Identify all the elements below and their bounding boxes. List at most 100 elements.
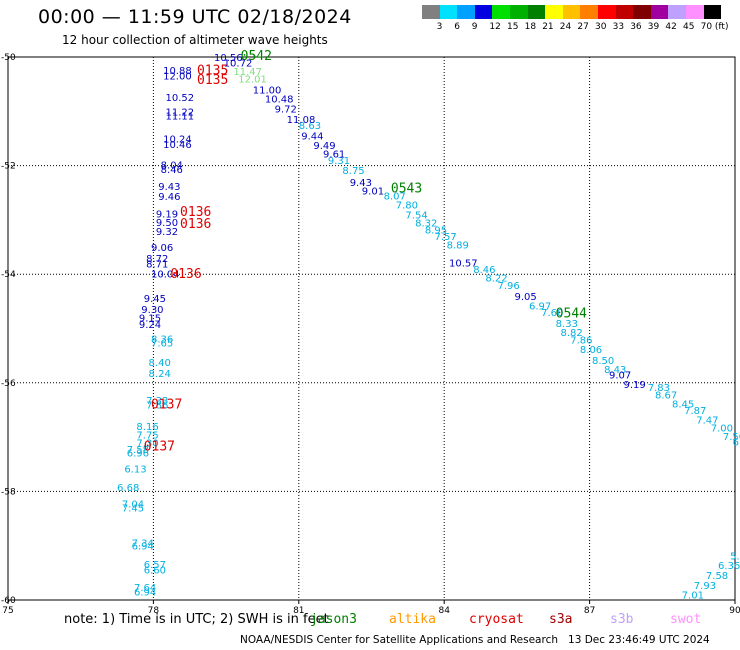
wave-height-label: 7.87 [684,406,706,417]
wave-height-label: 10.46 [163,140,192,151]
x-tick-label: 90 [729,606,740,616]
scale-label: 45 [683,22,695,32]
wave-height-label: 7.60 [541,308,563,319]
wave-height-label: 8.46 [161,165,183,176]
wave-height-label: 9.31 [328,156,350,167]
wave-height-label: 6.36 [718,561,740,572]
wave-height-label: 10.52 [166,93,195,104]
wave-height-label: 6.94 [134,587,156,598]
wave-height-label: 7.33 [146,396,168,407]
orbit-number-label: 0137 [144,439,175,454]
wave-height-label: 8.67 [655,391,677,402]
wave-height-label: 7.83 [648,383,670,394]
wave-height-label: 8.33 [556,319,578,330]
wave-height-label: 5.9 [730,551,740,562]
wave-height-label: 9.49 [313,141,335,152]
scale-label: 9 [471,22,478,32]
wave-height-label: 8.32 [415,219,437,230]
y-tick-label: -60 [1,596,16,606]
wave-height-label: 10.88 [163,66,192,77]
footer-note: note: 1) Time is in UTC; 2) SWH is in fe… [64,612,329,627]
wave-height-label: 11.11 [166,112,195,123]
scale-label: 70 (ft) [700,22,729,32]
scale-swatch [474,5,493,19]
wave-height-label: 8.04 [161,161,183,172]
wave-height-label: 8.72 [146,254,168,265]
x-tick-label: 78 [148,606,160,616]
scale-swatch [580,5,598,19]
orbit-number-label: 0136 [180,205,211,220]
scale-label: 3 [436,22,443,32]
wave-height-label: 7.75 [136,430,158,441]
wave-height-label: 9.01 [362,187,384,198]
y-tick-label: -54 [1,270,16,280]
satellite-legend-item: cryosat [469,612,524,627]
scale-swatch [597,5,616,19]
scale-swatch [457,5,475,19]
wave-height-label: 11.22 [166,107,195,118]
wave-height-label: 9.43 [158,182,180,193]
wave-height-label: 6.68 [117,483,139,494]
wave-height-label: 7.47 [696,416,718,427]
wave-height-label: 12.01 [238,75,267,86]
wave-height-label: 7.57 [435,232,457,243]
satellite-legend-item: jason3 [310,612,357,627]
color-scale-bar [422,5,722,21]
wave-height-label: 7.50 [723,432,740,443]
wave-height-label: 8.71 [146,259,168,270]
wave-height-label: 8.24 [149,369,171,380]
wave-height-label: 7.64 [134,583,156,594]
wave-height-label: 6.94 [132,542,154,553]
satellite-legend: jason3 altika cryosat s3a s3b swot [0,612,740,632]
wave-height-label: 11.47 [233,67,262,78]
scale-label: 39 [647,22,660,32]
wave-height-label: 9.24 [139,320,161,331]
wave-height-label: 9.46 [158,192,180,203]
scale-swatch [509,5,528,19]
scale-swatch [615,5,634,19]
wave-height-label: 9.45 [144,294,166,305]
scale-label: 18 [524,22,537,32]
wave-height-label: 9.15 [139,314,161,325]
scale-label: 42 [665,22,677,32]
wave-height-label: 10.04 [151,270,180,281]
wave-height-label: 8.89 [447,240,469,251]
page-title: 00:00 — 11:59 UTC 02/18/2024 [38,6,352,28]
wave-height-label: 6.97 [529,302,551,313]
x-tick-label: 84 [438,606,450,616]
wave-height-label: 9.19 [624,380,646,391]
scale-label: 27 [577,22,589,32]
wave-height-label: 7.34 [132,538,154,549]
scale-swatch [703,5,722,19]
x-tick-label: 87 [584,606,595,616]
wave-height-label: 6.13 [124,465,146,476]
wave-height-label: 10.72 [224,58,253,69]
x-tick-label: 81 [293,606,304,616]
satellite-legend-item: altika [389,612,436,627]
scale-swatch [633,5,651,19]
wave-height-label: 8.43 [604,365,626,376]
wave-height-label: 6.96 [127,448,149,459]
scale-label: 36 [630,22,642,32]
footer-credit: NOAA/NESDIS Center for Satellite Applica… [240,634,710,646]
orbit-number-label: 0136 [170,267,201,282]
wave-height-label: 6.89 [733,437,740,448]
y-tick-label: -50 [1,53,16,63]
wave-height-label: 9.32 [156,227,178,238]
wave-height-label: 7.86 [570,335,592,346]
scale-label: 15 [507,22,519,32]
wave-height-label: 7.58 [706,571,728,582]
wave-height-label: 9.44 [301,132,323,143]
scale-swatch [668,5,686,19]
wave-height-label: 11.08 [287,115,316,126]
track-labels: 7.646.946.576.607.346.947.047.456.686.13… [117,49,740,602]
scale-swatch [422,5,440,19]
wave-height-label: 7.96 [498,281,520,292]
wave-height-label: 9.07 [609,371,631,382]
wave-height-label: 11.00 [253,86,282,97]
wave-height-label: 9.72 [275,105,297,116]
wave-height-label: 8.75 [342,166,364,177]
scale-label: 33 [612,22,625,32]
satellite-legend-item: s3b [610,612,634,627]
